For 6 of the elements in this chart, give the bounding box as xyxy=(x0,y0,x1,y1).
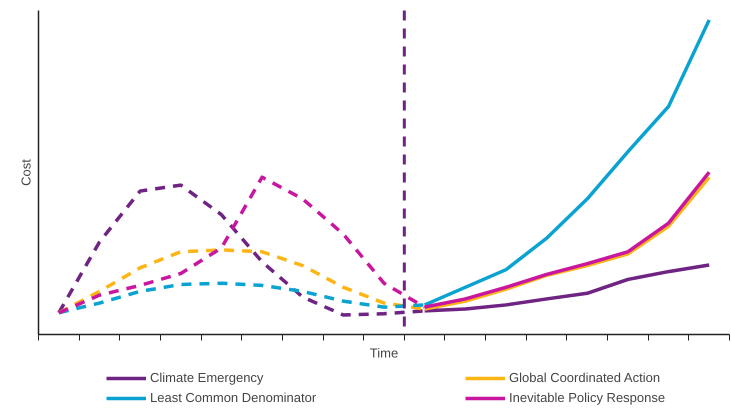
legend-label: Least Common Denominator xyxy=(150,390,318,405)
x-axis-title: Time xyxy=(370,346,398,360)
y-axis-title: Cost xyxy=(18,158,34,186)
legend-label: Global Coordinated Action xyxy=(509,370,662,385)
legend-label: Inevitable Policy Response xyxy=(509,390,666,405)
legend-label: Climate Emergency xyxy=(150,370,264,385)
